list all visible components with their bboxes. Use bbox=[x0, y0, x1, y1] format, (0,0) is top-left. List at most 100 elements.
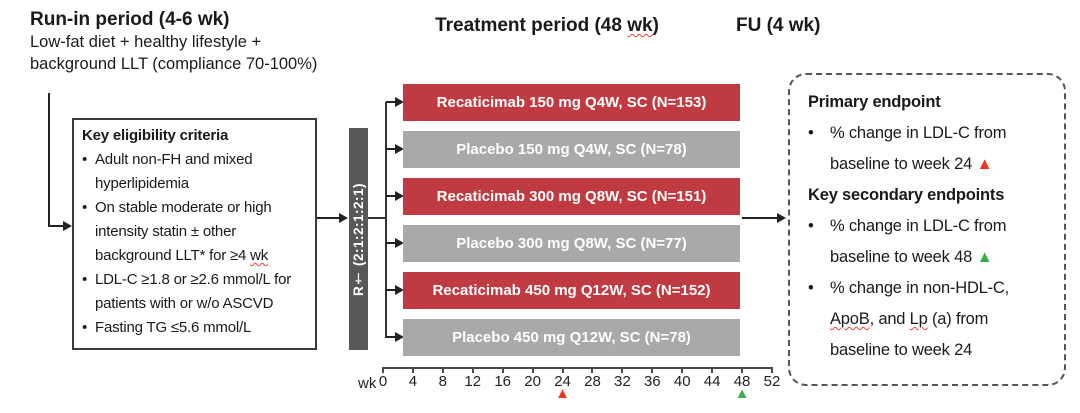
eligibility-text: On stable moderate or high bbox=[95, 199, 272, 216]
axis-tick-label: 12 bbox=[464, 373, 482, 390]
arm-connector-line bbox=[386, 336, 396, 338]
axis-tick-label: 32 bbox=[614, 373, 631, 390]
arm-arrowhead-icon bbox=[395, 332, 404, 342]
arm-arrowhead-icon bbox=[395, 144, 404, 154]
axis-tick-label: 52 bbox=[763, 373, 781, 390]
endpoint-line: • % change in LDL-C from bbox=[808, 211, 1054, 242]
treatment-period-header: Treatment period (48 wk) bbox=[397, 15, 697, 37]
eligibility-text: Adult non-FH and mixed bbox=[95, 151, 253, 168]
bullet bbox=[82, 244, 95, 268]
eligibility-text: background LLT* for ≥4 wk bbox=[95, 247, 269, 264]
arm-label: Placebo 300 mg Q8W, SC (N=77) bbox=[456, 235, 687, 252]
eligibility-line: hyperlipidemia bbox=[82, 172, 309, 196]
eligibility-text: intensity statin ± other bbox=[95, 223, 237, 240]
endpoint-text: baseline to week 24 bbox=[830, 341, 973, 359]
arm-bar-placebo-450: Placebo 450 mg Q12W, SC (N=78) bbox=[403, 319, 740, 356]
axis-tick-label: 0 bbox=[378, 373, 388, 390]
endpoint-line: • % change in LDL-C from bbox=[808, 118, 1054, 149]
randomization-bracket-line bbox=[385, 102, 387, 338]
eligibility-text: LDL-C ≥1.8 or ≥2.6 mmol/L for bbox=[95, 271, 292, 288]
bullet: • bbox=[82, 319, 88, 336]
axis-unit-label: wk bbox=[358, 375, 377, 392]
arm-bar-recaticimab-150: Recaticimab 150 mg Q4W, SC (N=153) bbox=[403, 84, 740, 121]
arm-bar-placebo-150: Placebo 150 mg Q4W, SC (N=78) bbox=[403, 131, 740, 168]
bullet: • bbox=[808, 124, 814, 142]
endpoint-line: baseline to week 48 ▲ bbox=[808, 242, 1054, 273]
axis-tick-label: 40 bbox=[673, 373, 691, 390]
arm-bar-placebo-300: Placebo 300 mg Q8W, SC (N=77) bbox=[403, 225, 740, 262]
arm-connector-line bbox=[386, 242, 396, 244]
eligibility-text: patients with or w/o ASCVD bbox=[95, 295, 274, 312]
eligibility-text: Fasting TG ≤5.6 mmol/L bbox=[95, 319, 252, 336]
eligibility-text: hyperlipidemia bbox=[95, 175, 189, 192]
week24-marker-icon: ▲ bbox=[555, 385, 570, 402]
endpoint-line: baseline to week 24 ▲ bbox=[808, 149, 1054, 180]
arm-label: Placebo 450 mg Q12W, SC (N=78) bbox=[452, 329, 691, 346]
treatment-title-wavy-word: wk bbox=[627, 15, 653, 36]
axis-line bbox=[383, 367, 772, 369]
randomization-bracket-connector bbox=[368, 217, 385, 219]
secondary-endpoints-title: Key secondary endpoints bbox=[808, 186, 1005, 204]
eligibility-title: Key eligibility criteria bbox=[82, 127, 229, 144]
axis-tick-label: 36 bbox=[643, 373, 661, 390]
runin-title: Run-in period (4-6 wk) bbox=[30, 9, 230, 30]
misspelled-word: wk bbox=[250, 247, 269, 264]
bullet bbox=[808, 304, 830, 335]
bullet bbox=[808, 335, 830, 366]
eligibility-to-randomization-line bbox=[317, 217, 340, 219]
bullet bbox=[82, 292, 95, 316]
axis-tick-label: 16 bbox=[494, 373, 512, 390]
bullet: • bbox=[808, 217, 814, 235]
arm-bar-recaticimab-300: Recaticimab 300 mg Q8W, SC (N=151) bbox=[403, 178, 740, 215]
week-axis: wk 0 4 8 12 16 20 24 28 32 36 40 44 48 5… bbox=[358, 367, 780, 401]
runin-period-header: Run-in period (4-6 wk) Low-fat diet + he… bbox=[30, 8, 317, 75]
runin-connector-line-vertical bbox=[48, 93, 50, 227]
randomization-arrowhead-icon bbox=[339, 213, 348, 223]
runin-arrowhead-icon bbox=[63, 221, 72, 231]
arm-connector-line bbox=[386, 289, 396, 291]
bullet bbox=[808, 149, 830, 180]
eligibility-line: • LDL-C ≥1.8 or ≥2.6 mmol/L for bbox=[82, 268, 309, 292]
endpoint-text: baseline to week 24 ▲ bbox=[830, 155, 993, 173]
arm-label: Recaticimab 450 mg Q12W, SC (N=152) bbox=[432, 282, 711, 299]
runin-subtitle-line1: Low-fat diet + healthy lifestyle + bbox=[30, 33, 262, 51]
bullet: • bbox=[82, 151, 88, 168]
axis-tick-label: 28 bbox=[584, 373, 601, 390]
axis-tick-label: 48 bbox=[733, 373, 751, 390]
axis-tick-label: 24 bbox=[554, 373, 571, 390]
bullet: • bbox=[82, 199, 88, 216]
endpoint-text: % change in non-HDL-C, bbox=[830, 279, 1010, 297]
misspelled-word: ApoB bbox=[830, 310, 870, 328]
primary-endpoint-title: Primary endpoint bbox=[808, 93, 941, 111]
arm-connector-line bbox=[386, 148, 396, 150]
endpoints-box: Primary endpoint • % change in LDL-C from… bbox=[788, 73, 1066, 386]
eligibility-line: • On stable moderate or high bbox=[82, 196, 309, 220]
arm-connector-line bbox=[386, 101, 396, 103]
eligibility-line: • Adult non-FH and mixed bbox=[82, 148, 309, 172]
eligibility-line: intensity statin ± other bbox=[82, 220, 309, 244]
week24-marker-icon: ▲ bbox=[976, 155, 993, 173]
runin-subtitle-line2: background LLT (compliance 70-100%) bbox=[30, 54, 318, 73]
arms-to-endpoints-line bbox=[742, 217, 778, 219]
arm-arrowhead-icon bbox=[395, 285, 404, 295]
endpoint-line: baseline to week 24 bbox=[808, 335, 1054, 366]
endpoint-text: baseline to week 48 ▲ bbox=[830, 248, 993, 266]
runin-connector-line-horizontal bbox=[48, 225, 65, 227]
arm-label: Recaticimab 300 mg Q8W, SC (N=151) bbox=[436, 188, 707, 205]
arm-label: Placebo 150 mg Q4W, SC (N=78) bbox=[456, 141, 687, 158]
axis-tick-label: 44 bbox=[703, 373, 721, 390]
arm-connector-line bbox=[386, 195, 396, 197]
eligibility-line: patients with or w/o ASCVD bbox=[82, 292, 309, 316]
arm-arrowhead-icon bbox=[395, 97, 404, 107]
axis-tick-label: 4 bbox=[408, 373, 418, 390]
treatment-title-text: Treatment period (48 bbox=[435, 15, 628, 36]
bullet: • bbox=[808, 279, 814, 297]
bullet bbox=[82, 172, 95, 196]
eligibility-criteria-box: Key eligibility criteria • Adult non-FH a… bbox=[72, 118, 317, 350]
eligibility-line: background LLT* for ≥4 wk bbox=[82, 244, 309, 268]
endpoint-line: • % change in non-HDL-C, bbox=[808, 273, 1054, 304]
endpoint-line: ApoB, and Lp (a) from bbox=[808, 304, 1054, 335]
endpoint-text: % change in LDL-C from bbox=[830, 217, 1007, 235]
followup-period-header: FU (4 wk) bbox=[736, 15, 821, 36]
